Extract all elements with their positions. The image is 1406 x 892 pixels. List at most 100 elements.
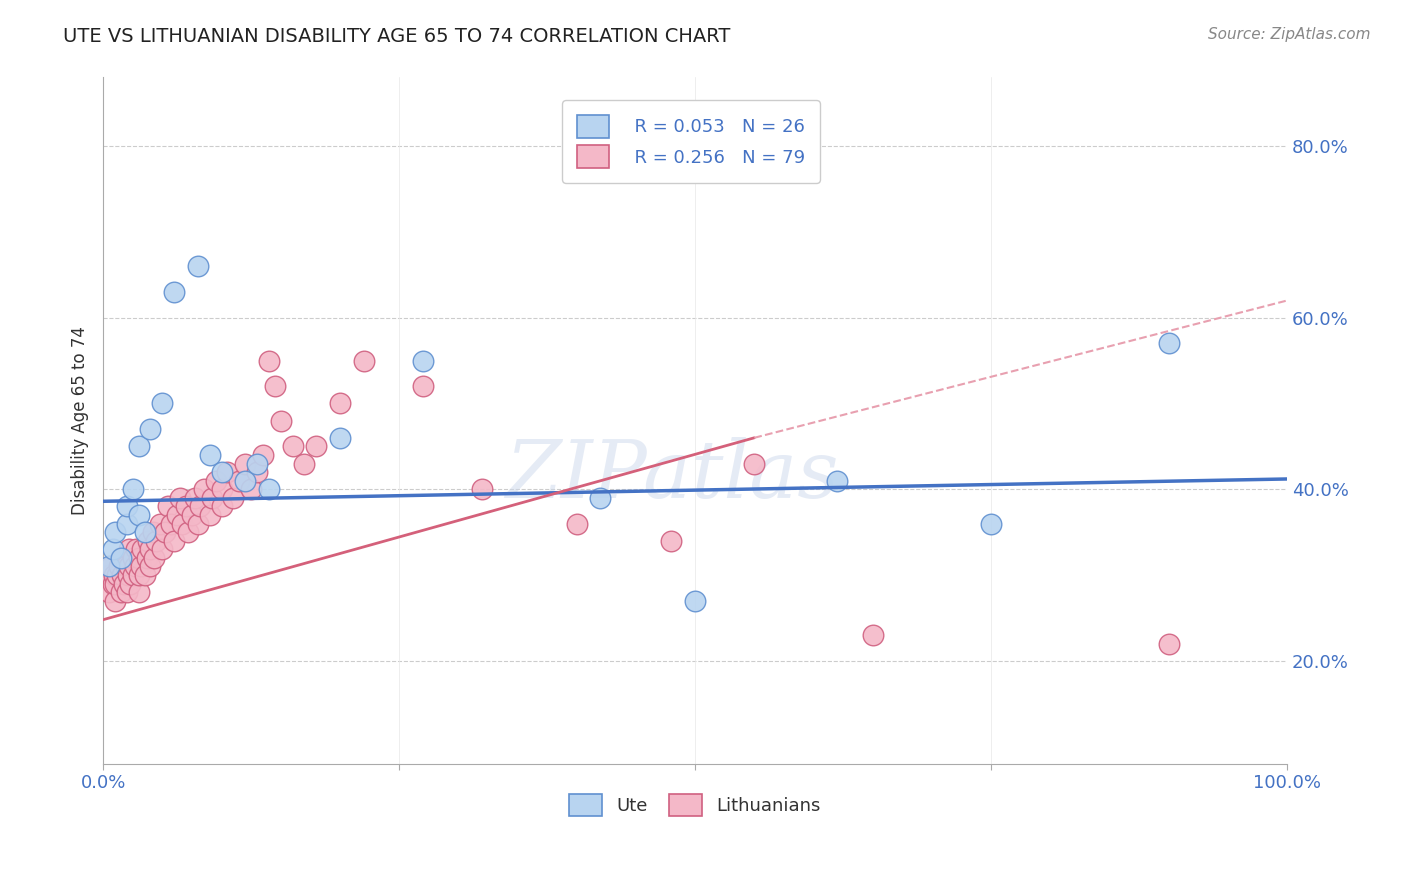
Point: [661, 533, 683, 548]
Point: [121, 568, 143, 582]
Point: [329, 396, 352, 410]
Point: [128, 439, 150, 453]
Point: [118, 542, 141, 557]
Point: [589, 491, 612, 505]
Point: [128, 585, 150, 599]
Point: [188, 500, 211, 514]
Point: [149, 516, 172, 531]
Point: [121, 483, 143, 497]
Point: [228, 474, 250, 488]
Point: [742, 457, 765, 471]
Point: [98, 585, 121, 599]
Point: [115, 500, 138, 514]
Point: [412, 379, 434, 393]
Point: [233, 457, 256, 471]
Point: [211, 465, 233, 479]
Point: [104, 525, 127, 540]
Point: [101, 542, 124, 557]
Point: [246, 457, 269, 471]
Point: [107, 559, 129, 574]
Point: [222, 491, 245, 505]
Point: [193, 483, 215, 497]
Point: [101, 576, 124, 591]
Point: [131, 542, 153, 557]
Point: [136, 550, 159, 565]
Point: [187, 516, 209, 531]
Point: [329, 431, 352, 445]
Point: [150, 542, 173, 557]
Point: [100, 559, 122, 574]
Point: [1157, 336, 1180, 351]
Point: [98, 568, 121, 582]
Point: [257, 483, 280, 497]
Legend: Ute, Lithuanians: Ute, Lithuanians: [562, 787, 828, 823]
Point: [246, 465, 269, 479]
Point: [169, 491, 191, 505]
Point: [172, 516, 194, 531]
Point: [263, 379, 285, 393]
Text: UTE VS LITHUANIAN DISABILITY AGE 65 TO 74 CORRELATION CHART: UTE VS LITHUANIAN DISABILITY AGE 65 TO 7…: [63, 27, 731, 45]
Point: [129, 559, 152, 574]
Point: [240, 483, 263, 497]
Point: [134, 568, 156, 582]
Point: [121, 550, 143, 565]
Point: [683, 594, 706, 608]
Point: [114, 559, 136, 574]
Point: [1157, 637, 1180, 651]
Point: [204, 474, 226, 488]
Point: [115, 516, 138, 531]
Point: [136, 533, 159, 548]
Point: [104, 576, 127, 591]
Y-axis label: Disability Age 65 to 74: Disability Age 65 to 74: [72, 326, 89, 515]
Point: [980, 516, 1002, 531]
Point: [142, 525, 165, 540]
Point: [112, 550, 135, 565]
Point: [184, 491, 207, 505]
Point: [115, 585, 138, 599]
Point: [294, 457, 316, 471]
Point: [187, 259, 209, 273]
Point: [252, 448, 274, 462]
Point: [174, 500, 197, 514]
Text: Source: ZipAtlas.com: Source: ZipAtlas.com: [1208, 27, 1371, 42]
Point: [117, 568, 139, 582]
Point: [134, 525, 156, 540]
Point: [143, 550, 166, 565]
Point: [257, 353, 280, 368]
Point: [305, 439, 328, 453]
Point: [153, 525, 176, 540]
Point: [118, 559, 141, 574]
Point: [128, 550, 150, 565]
Point: [114, 576, 136, 591]
Point: [124, 559, 146, 574]
Point: [139, 422, 162, 436]
Point: [198, 448, 221, 462]
Point: [98, 559, 121, 574]
Point: [163, 285, 186, 299]
Text: ZIPatlas: ZIPatlas: [505, 437, 838, 515]
Point: [159, 516, 181, 531]
Point: [201, 491, 224, 505]
Point: [211, 500, 233, 514]
Point: [105, 568, 128, 582]
Point: [110, 550, 132, 565]
Point: [181, 508, 204, 522]
Point: [198, 508, 221, 522]
Point: [103, 568, 125, 582]
Point: [110, 585, 132, 599]
Point: [825, 474, 848, 488]
Point: [412, 353, 434, 368]
Point: [104, 594, 127, 608]
Point: [128, 568, 150, 582]
Point: [211, 483, 233, 497]
Point: [471, 483, 494, 497]
Point: [270, 414, 292, 428]
Point: [353, 353, 375, 368]
Point: [565, 516, 588, 531]
Point: [125, 542, 148, 557]
Point: [157, 500, 180, 514]
Point: [150, 396, 173, 410]
Point: [217, 465, 239, 479]
Point: [281, 439, 304, 453]
Point: [139, 542, 162, 557]
